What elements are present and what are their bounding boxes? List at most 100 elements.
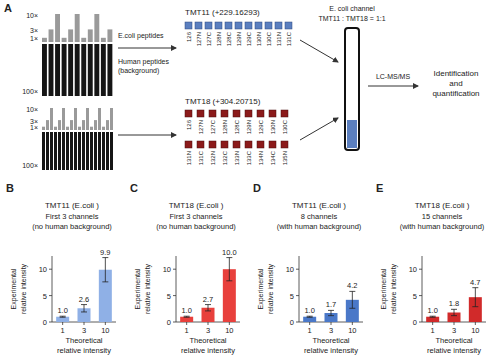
- y-label: Experimental: [257, 268, 265, 309]
- result-label: Identification: [434, 69, 479, 78]
- human-bar: [110, 132, 113, 170]
- y-tick: [419, 269, 422, 270]
- panel-label: E: [376, 182, 383, 194]
- channel-label: 131C: [286, 31, 292, 46]
- y-axis: [176, 256, 177, 322]
- ecoli-bar: [50, 108, 53, 130]
- human-bar: [106, 132, 109, 170]
- x-tick-label: 3: [206, 326, 210, 335]
- y-tick-label: 10: [409, 265, 417, 274]
- subtitle: First 3 channels: [46, 212, 99, 221]
- y-tick-label: 5: [290, 292, 294, 301]
- error-cap: [60, 316, 66, 317]
- channel-label: 132C: [222, 150, 228, 165]
- channel-label: 127N: [198, 120, 204, 134]
- bar: [303, 317, 316, 322]
- channel-square: [197, 141, 204, 148]
- arrow: [300, 118, 338, 140]
- x-tick-label: 1: [308, 326, 312, 335]
- channel-label: 134C: [270, 150, 276, 165]
- ecoli-bar: [62, 38, 67, 42]
- human-bar: [94, 44, 99, 96]
- channel-label: 132N: [210, 151, 216, 165]
- x-label: Theoretical: [435, 336, 472, 345]
- y-axis: [299, 256, 300, 322]
- error-bar: [81, 305, 87, 312]
- x-tick: [454, 322, 455, 325]
- ecoli-bar: [82, 120, 85, 130]
- channel-square: [185, 22, 192, 29]
- channel-square: [235, 22, 242, 29]
- human-bar: [107, 44, 112, 96]
- subtitle: (with human background): [400, 222, 485, 231]
- channel-square: [197, 110, 204, 117]
- y-tick-label: 5: [43, 292, 47, 301]
- error-cap: [184, 317, 190, 318]
- channel-label: 127C: [206, 31, 212, 46]
- bar: [56, 317, 69, 322]
- channel-label: 127C: [210, 119, 216, 134]
- channel-square: [233, 141, 240, 148]
- data-label: 4.7: [470, 278, 480, 287]
- x-label: Theoretical: [312, 336, 349, 345]
- channel-label: 128C: [234, 119, 240, 134]
- x-tick-label: 10: [101, 326, 109, 335]
- channel-label: 129N: [236, 32, 242, 46]
- chart: CTMT18 (E.coli )First 3 channels(no huma…: [130, 182, 240, 355]
- y-tick-label: 10: [39, 265, 47, 274]
- error-cap: [226, 280, 232, 281]
- x-tick: [475, 322, 476, 325]
- ecoli-bar: [42, 127, 45, 130]
- human-bar: [82, 132, 85, 170]
- arrow: [300, 40, 338, 62]
- data-label: 2.7: [203, 295, 213, 304]
- error-cap: [307, 316, 313, 317]
- plot-area: [56, 258, 112, 322]
- x-tick: [208, 322, 209, 325]
- result-label: quantification: [432, 89, 479, 98]
- y-tick-label: 10: [286, 265, 294, 274]
- data-label: 10.0: [222, 248, 237, 257]
- channel-square: [185, 110, 192, 117]
- error-cap: [328, 310, 334, 311]
- error-cap: [226, 257, 232, 258]
- data-label: 1.0: [304, 306, 314, 315]
- error-cap: [205, 304, 211, 305]
- error-cap: [307, 317, 313, 318]
- level-label: 100×: [22, 88, 38, 95]
- ecoli-bar: [98, 108, 101, 130]
- human-bar: [74, 132, 77, 170]
- subtitle: (no human background): [32, 222, 112, 231]
- human-label: (background): [118, 67, 159, 75]
- y-axis: [52, 256, 53, 322]
- ecoli-bar: [74, 108, 77, 130]
- channel-square: [209, 141, 216, 148]
- mix-label: TMT11 : TMT18 = 1:1: [318, 15, 385, 22]
- x-tick: [309, 322, 310, 325]
- channel-square: [209, 110, 216, 117]
- error-cap: [81, 304, 87, 305]
- x-label: Theoretical: [189, 336, 226, 345]
- data-label: 1.0: [57, 306, 67, 315]
- human-bar: [62, 132, 65, 170]
- panel-a: A10×3×1×100×10×3×1×100×E.coli peptidesHu…: [4, 2, 480, 170]
- channel-square: [255, 22, 262, 29]
- ecoli-bar: [49, 29, 54, 42]
- x-tick-label: 3: [82, 326, 86, 335]
- ecoli-bar: [94, 120, 97, 130]
- y-tick: [49, 269, 52, 270]
- ecoli-bar: [102, 127, 105, 130]
- x-tick-label: 1: [431, 326, 435, 335]
- panel-label: A: [4, 2, 12, 14]
- error-cap: [81, 311, 87, 312]
- error-bar: [205, 305, 211, 311]
- level-label: 1×: [30, 124, 38, 131]
- human-bar: [49, 44, 54, 96]
- ecoli-bar: [55, 14, 60, 42]
- mix-label: E. coli channel: [329, 5, 375, 12]
- data-label: 1.0: [427, 306, 437, 315]
- channel-label: 133C: [246, 150, 252, 165]
- x-tick: [432, 322, 433, 325]
- error-cap: [102, 257, 108, 258]
- channel-label: 131C: [198, 150, 204, 165]
